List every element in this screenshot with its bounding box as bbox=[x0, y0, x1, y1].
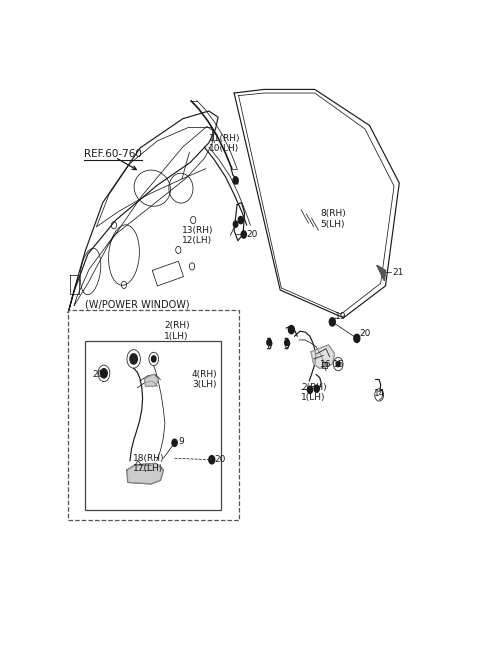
Polygon shape bbox=[311, 345, 335, 368]
Text: 19: 19 bbox=[335, 312, 347, 321]
Circle shape bbox=[172, 439, 177, 446]
Circle shape bbox=[233, 221, 238, 227]
Text: 9: 9 bbox=[178, 437, 184, 446]
Text: 14: 14 bbox=[374, 389, 386, 398]
Circle shape bbox=[307, 386, 312, 393]
Circle shape bbox=[209, 456, 215, 464]
Text: 20: 20 bbox=[215, 456, 226, 464]
Circle shape bbox=[100, 369, 107, 378]
Circle shape bbox=[152, 356, 156, 362]
Text: 18(RH)
17(LH): 18(RH) 17(LH) bbox=[132, 454, 164, 473]
Text: 11(RH)
10(LH): 11(RH) 10(LH) bbox=[209, 134, 240, 153]
Circle shape bbox=[336, 361, 340, 367]
Circle shape bbox=[288, 325, 294, 334]
Text: 2(RH)
1(LH): 2(RH) 1(LH) bbox=[164, 321, 190, 341]
Text: 7: 7 bbox=[266, 341, 272, 350]
Text: (W/POWER WINDOW): (W/POWER WINDOW) bbox=[85, 300, 190, 310]
Circle shape bbox=[267, 339, 271, 345]
Circle shape bbox=[354, 334, 360, 343]
Text: 13(RH)
12(LH): 13(RH) 12(LH) bbox=[182, 226, 214, 245]
Text: 6: 6 bbox=[283, 341, 289, 350]
Circle shape bbox=[314, 385, 319, 392]
Text: 20: 20 bbox=[93, 370, 104, 379]
Circle shape bbox=[238, 216, 243, 224]
Circle shape bbox=[285, 339, 289, 345]
Polygon shape bbox=[127, 464, 163, 484]
Text: 16: 16 bbox=[321, 359, 332, 369]
Circle shape bbox=[241, 231, 246, 238]
Circle shape bbox=[329, 318, 335, 326]
Text: 20: 20 bbox=[246, 230, 257, 239]
Circle shape bbox=[130, 354, 137, 364]
Polygon shape bbox=[145, 374, 158, 386]
Text: 4(RH)
3(LH): 4(RH) 3(LH) bbox=[192, 370, 218, 389]
Text: 8(RH)
5(LH): 8(RH) 5(LH) bbox=[321, 209, 346, 228]
Text: 2(RH)
1(LH): 2(RH) 1(LH) bbox=[301, 383, 327, 402]
Polygon shape bbox=[377, 265, 385, 281]
Circle shape bbox=[233, 177, 238, 184]
Text: 21: 21 bbox=[392, 268, 404, 277]
Text: REF.60-760: REF.60-760 bbox=[84, 149, 142, 159]
Text: 15: 15 bbox=[334, 359, 345, 369]
Text: 20: 20 bbox=[360, 329, 371, 338]
